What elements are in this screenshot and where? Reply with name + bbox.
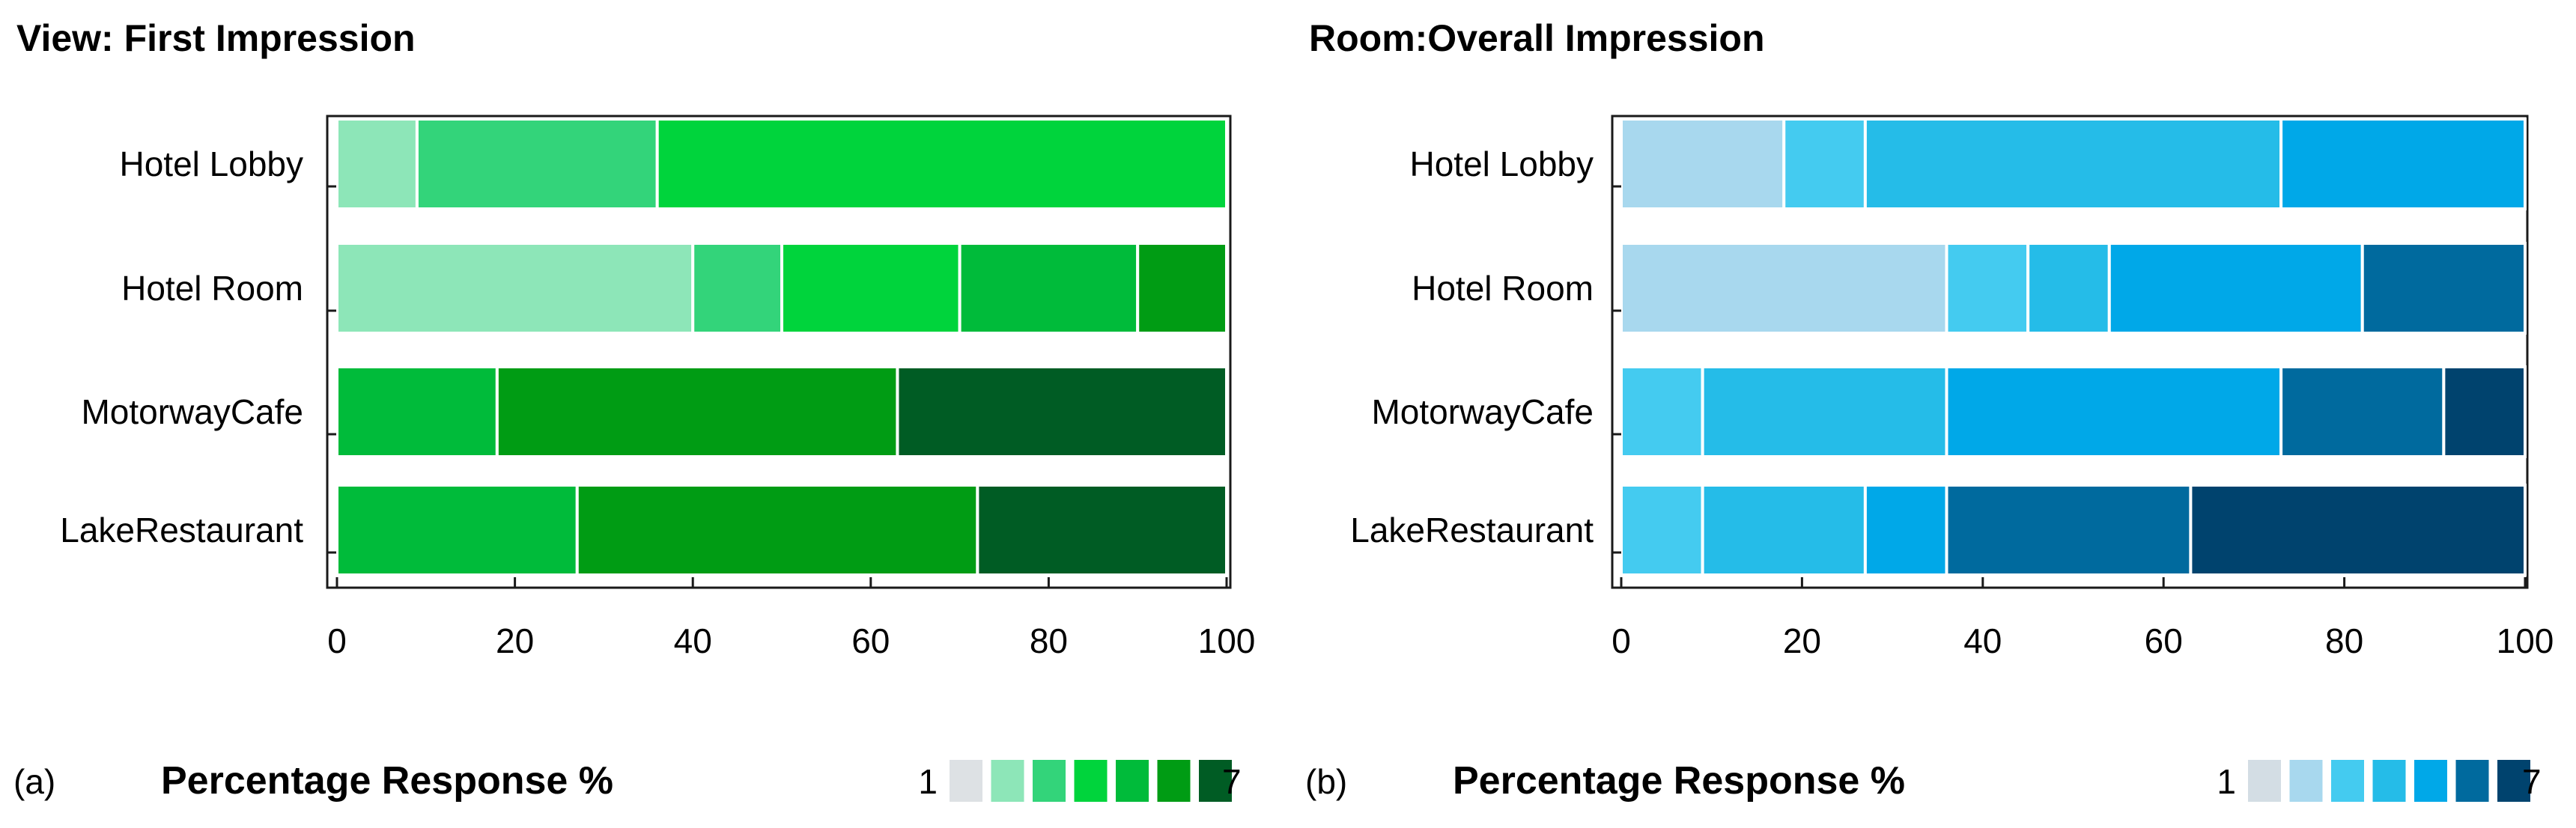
bar-segment-3-level-5 <box>335 365 499 458</box>
bar-segment-2-level-6 <box>1136 242 1228 335</box>
legend-swatch-1 <box>950 760 982 802</box>
legend-high-label: 7 <box>2522 762 2542 801</box>
bar-segment-2-level-6 <box>2360 242 2527 335</box>
chart-title: View: First Impression <box>16 17 416 59</box>
bar-segment-4-level-6 <box>1945 484 2193 576</box>
bar-segment-2-level-5 <box>2107 242 2364 335</box>
category-label: Hotel Lobby <box>120 144 304 183</box>
bar-segment-1-level-2 <box>335 118 419 210</box>
bar-segment-4-level-5 <box>1863 484 1948 576</box>
bar-segment-1-level-4 <box>655 118 1228 210</box>
legend-swatch-4 <box>1074 760 1108 802</box>
bar-segment-3-level-5 <box>1945 365 2283 458</box>
bar-segment-3-level-6 <box>2279 365 2446 458</box>
panel-label: (b) <box>1305 762 1347 801</box>
legend-swatch-2 <box>2289 760 2323 802</box>
bar-segment-2-level-2 <box>335 242 695 335</box>
bar-segment-1-level-2 <box>1620 118 1786 210</box>
bar-segment-3-level-7 <box>2442 365 2527 458</box>
legend-swatch-5 <box>2414 760 2447 802</box>
x-tick-label: 80 <box>1030 621 1068 660</box>
x-axis-label: Percentage Response % <box>161 759 613 803</box>
bar-segment-2-level-4 <box>2026 242 2111 335</box>
bar-segment-2-level-3 <box>691 242 784 335</box>
legend-high-label: 7 <box>1222 762 1242 801</box>
chart-title: Room:Overall Impression <box>1309 17 1765 59</box>
category-label: MotorwayCafe <box>81 392 303 431</box>
bar-segment-4-level-6 <box>575 484 979 576</box>
x-tick-label: 0 <box>327 621 347 660</box>
bar-segment-1-level-4 <box>1863 118 2283 210</box>
bar-segment-4-level-3 <box>1620 484 1704 576</box>
plot-frame <box>326 115 1232 589</box>
legend-swatch-6 <box>2455 760 2489 802</box>
panel-label: (a) <box>13 762 55 801</box>
bar-segment-1-level-5 <box>2279 118 2527 210</box>
x-tick-label: 80 <box>2325 621 2363 660</box>
legend-swatch-2 <box>991 760 1024 802</box>
x-tick-label: 40 <box>674 621 712 660</box>
bar-segment-4-level-7 <box>2189 484 2527 576</box>
legend-swatch-6 <box>1157 760 1191 802</box>
category-label: Hotel Lobby <box>1410 144 1594 183</box>
legend-swatch-3 <box>1033 760 1066 802</box>
category-label: LakeRestaurant <box>60 511 303 550</box>
bar-segment-3-level-3 <box>1620 365 1704 458</box>
bar-segment-3-level-4 <box>1701 365 1948 458</box>
x-tick-label: 0 <box>1611 621 1631 660</box>
x-tick-label: 60 <box>851 621 890 660</box>
legend-swatch-5 <box>1116 760 1149 802</box>
plot-frame <box>1611 115 2529 589</box>
legend-swatch-1 <box>2248 760 2281 802</box>
legend-swatch-4 <box>2372 760 2406 802</box>
category-label: Hotel Room <box>121 269 303 308</box>
legend-swatch-3 <box>2331 760 2364 802</box>
category-label: Hotel Room <box>1412 269 1594 308</box>
bar-segment-2-level-3 <box>1945 242 2030 335</box>
legend-low-label: 1 <box>2217 762 2236 801</box>
x-tick-label: 60 <box>2145 621 2183 660</box>
x-tick-label: 20 <box>1783 621 1821 660</box>
bar-segment-1-level-3 <box>415 118 659 210</box>
bar-segment-2-level-5 <box>958 242 1140 335</box>
x-axis-label: Percentage Response % <box>1453 759 1905 803</box>
x-tick-label: 100 <box>2497 621 2554 660</box>
bar-segment-3-level-7 <box>896 365 1228 458</box>
legend-swatch-7 <box>1199 760 1232 802</box>
legend-swatch-7 <box>2497 760 2530 802</box>
bar-segment-4-level-4 <box>1701 484 1867 576</box>
x-tick-label: 100 <box>1198 621 1256 660</box>
bar-segment-4-level-7 <box>976 484 1228 576</box>
category-label: MotorwayCafe <box>1371 392 1594 431</box>
bar-segment-4-level-5 <box>335 484 579 576</box>
legend-low-label: 1 <box>918 762 938 801</box>
bar-segment-2-level-4 <box>780 242 962 335</box>
x-tick-label: 40 <box>1963 621 2002 660</box>
bar-segment-2-level-2 <box>1620 242 1948 335</box>
x-tick-label: 20 <box>496 621 534 660</box>
bar-segment-1-level-3 <box>1782 118 1867 210</box>
category-label: LakeRestaurant <box>1350 511 1594 550</box>
bar-segment-3-level-6 <box>495 365 899 458</box>
